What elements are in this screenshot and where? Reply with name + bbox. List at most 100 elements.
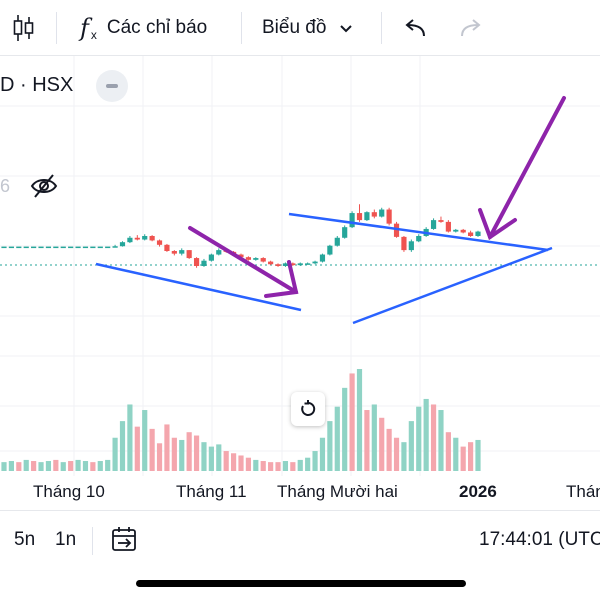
collapse-button[interactable]	[96, 70, 128, 102]
volume-bar	[149, 428, 155, 471]
candle	[134, 235, 140, 241]
volume-bar	[8, 461, 14, 471]
top-toolbar: f x Các chỉ báo Biểu đồ	[0, 0, 600, 56]
candle	[31, 246, 37, 249]
candle	[216, 248, 222, 256]
candle	[82, 246, 89, 249]
volume-bar	[45, 461, 52, 471]
volume-bar	[475, 439, 481, 471]
volume-bar	[245, 457, 251, 471]
volume-bar	[356, 369, 363, 471]
volume-bar	[260, 461, 266, 471]
candle	[90, 246, 96, 249]
x-label-oct: Tháng 10	[33, 482, 105, 501]
volume-bar	[460, 446, 466, 471]
undo-icon	[405, 19, 425, 37]
candle	[201, 258, 207, 267]
chart-area[interactable]	[0, 56, 600, 508]
volume-bar	[127, 404, 133, 471]
volume-bar	[327, 421, 333, 471]
bottom-bar: 5n 1n 17:44:01 (UTC	[0, 510, 600, 568]
candle	[97, 246, 103, 249]
symbol-header: D · HSX	[0, 62, 600, 110]
home-indicator	[136, 580, 466, 587]
clock-timezone[interactable]: 17:44:01 (UTC	[479, 529, 600, 550]
range-5d-button[interactable]: 5n	[14, 529, 36, 550]
candle	[68, 246, 74, 249]
volume-bar	[119, 421, 126, 471]
volume-bar	[223, 451, 229, 471]
volume-bar	[201, 442, 207, 471]
reset-chart-button[interactable]	[291, 392, 325, 426]
volume-bar	[393, 437, 400, 471]
volume-bar	[379, 417, 385, 471]
volume-bar	[53, 459, 59, 471]
function-icon: f	[80, 14, 89, 42]
volume-bar	[31, 461, 37, 471]
indicators-button[interactable]: f x Các chỉ báo	[80, 0, 207, 56]
candlestick-icon[interactable]	[12, 0, 36, 56]
chart-type-dropdown[interactable]: Biểu đồ	[262, 0, 354, 56]
volume-bar	[312, 451, 318, 471]
candle	[349, 211, 355, 229]
volume-bar	[164, 424, 170, 471]
reset-icon	[301, 400, 316, 416]
volume-bar	[445, 432, 451, 471]
candle	[1, 246, 7, 249]
volume-bar	[23, 459, 29, 471]
volume-bar	[179, 439, 185, 471]
volume-bar	[193, 435, 200, 471]
candle	[445, 220, 451, 233]
price-chart[interactable]	[0, 56, 600, 508]
volume-bar	[112, 437, 118, 471]
candle	[327, 244, 333, 256]
redo-button[interactable]	[458, 0, 484, 56]
volume-bar	[408, 421, 414, 471]
volume-bar	[231, 453, 237, 471]
volume-bar	[401, 442, 407, 471]
candle	[430, 218, 437, 230]
candle	[23, 246, 29, 249]
undo-button[interactable]	[402, 0, 428, 56]
range-1m-button[interactable]: 1n	[55, 529, 77, 550]
candle	[290, 262, 296, 266]
volume-bar	[319, 437, 326, 471]
volume-bar	[297, 459, 303, 471]
candle	[297, 262, 303, 266]
symbol-name[interactable]: D · HSX	[0, 74, 74, 96]
volume-bar	[68, 461, 74, 471]
candle	[208, 253, 214, 262]
volume-bar	[105, 459, 111, 471]
candle	[282, 262, 289, 267]
function-x-icon: x	[90, 28, 97, 42]
volume-bar	[416, 406, 422, 471]
volume-bar	[305, 457, 311, 471]
indicators-label: Các chỉ báo	[106, 17, 208, 38]
candle	[179, 248, 185, 256]
volume-bar	[186, 432, 192, 471]
volume-bar	[16, 462, 22, 471]
go-to-date-button[interactable]	[110, 525, 140, 561]
candle	[371, 209, 377, 219]
candle	[460, 228, 466, 234]
volume-bar	[334, 406, 340, 471]
volume-bar	[238, 455, 244, 471]
volume-bar	[453, 437, 459, 471]
x-label-nov: Tháng 11	[176, 482, 247, 501]
candle	[312, 260, 318, 265]
candle	[275, 263, 281, 267]
candle	[468, 230, 474, 237]
candle	[38, 246, 44, 249]
volume-bar	[38, 462, 44, 471]
volume-bar	[468, 442, 474, 471]
candle	[334, 236, 340, 247]
eye-hidden-icon[interactable]	[30, 172, 58, 200]
volume-bar	[171, 437, 177, 471]
volume-bar	[82, 461, 89, 471]
candle	[127, 236, 133, 244]
volume-bar	[386, 428, 392, 471]
candle	[186, 250, 192, 259]
candle	[319, 253, 326, 263]
time-axis[interactable]: Tháng 10 Tháng 11 Tháng Mười hai 2026 Th…	[0, 482, 600, 508]
volume-bar	[1, 462, 7, 471]
